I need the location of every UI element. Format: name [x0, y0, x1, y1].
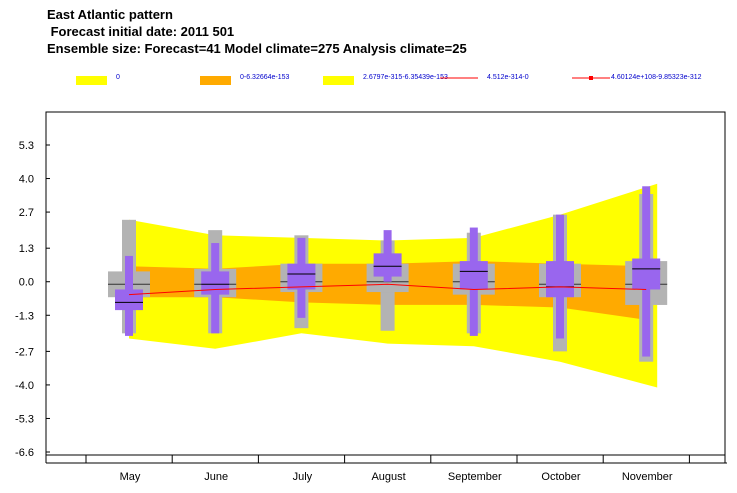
x-tick-label: November	[622, 471, 673, 483]
y-tick-label: -5.3	[15, 413, 34, 425]
x-tick-label: August	[371, 471, 405, 483]
y-tick-label: 5.3	[19, 140, 34, 152]
chart-title: East Atlantic pattern	[47, 7, 173, 22]
legend-marker	[589, 76, 593, 80]
x-tick-label: July	[293, 471, 313, 483]
chart-title-block: East Atlantic pattern Forecast initial d…	[47, 6, 467, 57]
x-tick-label: October	[541, 471, 580, 483]
y-tick-label: 4.0	[19, 174, 34, 186]
forecast-box	[115, 289, 143, 311]
box-layer	[108, 186, 668, 362]
chart-subtitle-ensemble: Ensemble size: Forecast=41 Model climate…	[47, 41, 467, 56]
forecast-box	[546, 261, 574, 298]
legend-swatch	[76, 76, 107, 85]
y-tick-label: -1.3	[15, 310, 34, 322]
legend-label: 2.6797e-315-6.35439e-153	[363, 74, 448, 81]
forecast-box	[201, 271, 230, 295]
legend-label: 4.60124e+108-9.85323e-312	[611, 74, 702, 81]
y-tick-label: 2.7	[19, 207, 34, 219]
median-line	[128, 283, 647, 296]
legend-swatch	[200, 76, 231, 85]
x-tick-label: June	[204, 471, 228, 483]
forecast-box	[373, 253, 402, 277]
x-tick-label: September	[448, 471, 502, 483]
y-tick-label: -4.0	[15, 380, 34, 392]
legend-label: 4.512e-314-0	[487, 74, 529, 81]
legend-label: 0-6.32664e-153	[240, 74, 290, 81]
axes-layer: 5.3 4.0 2.7 1.3 0.0 -1.3 -2.7 -4.0 -5.3 -6.6 May Ju…	[15, 140, 727, 483]
x-tick-label: May	[120, 471, 141, 483]
forecast-box	[632, 258, 661, 290]
legend-swatch	[323, 76, 354, 85]
y-tick-label: 1.3	[19, 243, 34, 255]
forecast-box	[459, 261, 488, 290]
y-tick-label: -2.7	[15, 346, 34, 358]
forecast-box	[287, 263, 316, 290]
chart-subtitle-date: Forecast initial date: 2011 501	[47, 24, 235, 39]
y-tick-label: -6.6	[15, 447, 34, 459]
legend: 0 0-6.32664e-153 2.6797e-315-6.35439e-153 4…	[76, 74, 702, 85]
legend-label: 0	[116, 74, 120, 81]
y-tick-label: 0.0	[19, 277, 34, 289]
